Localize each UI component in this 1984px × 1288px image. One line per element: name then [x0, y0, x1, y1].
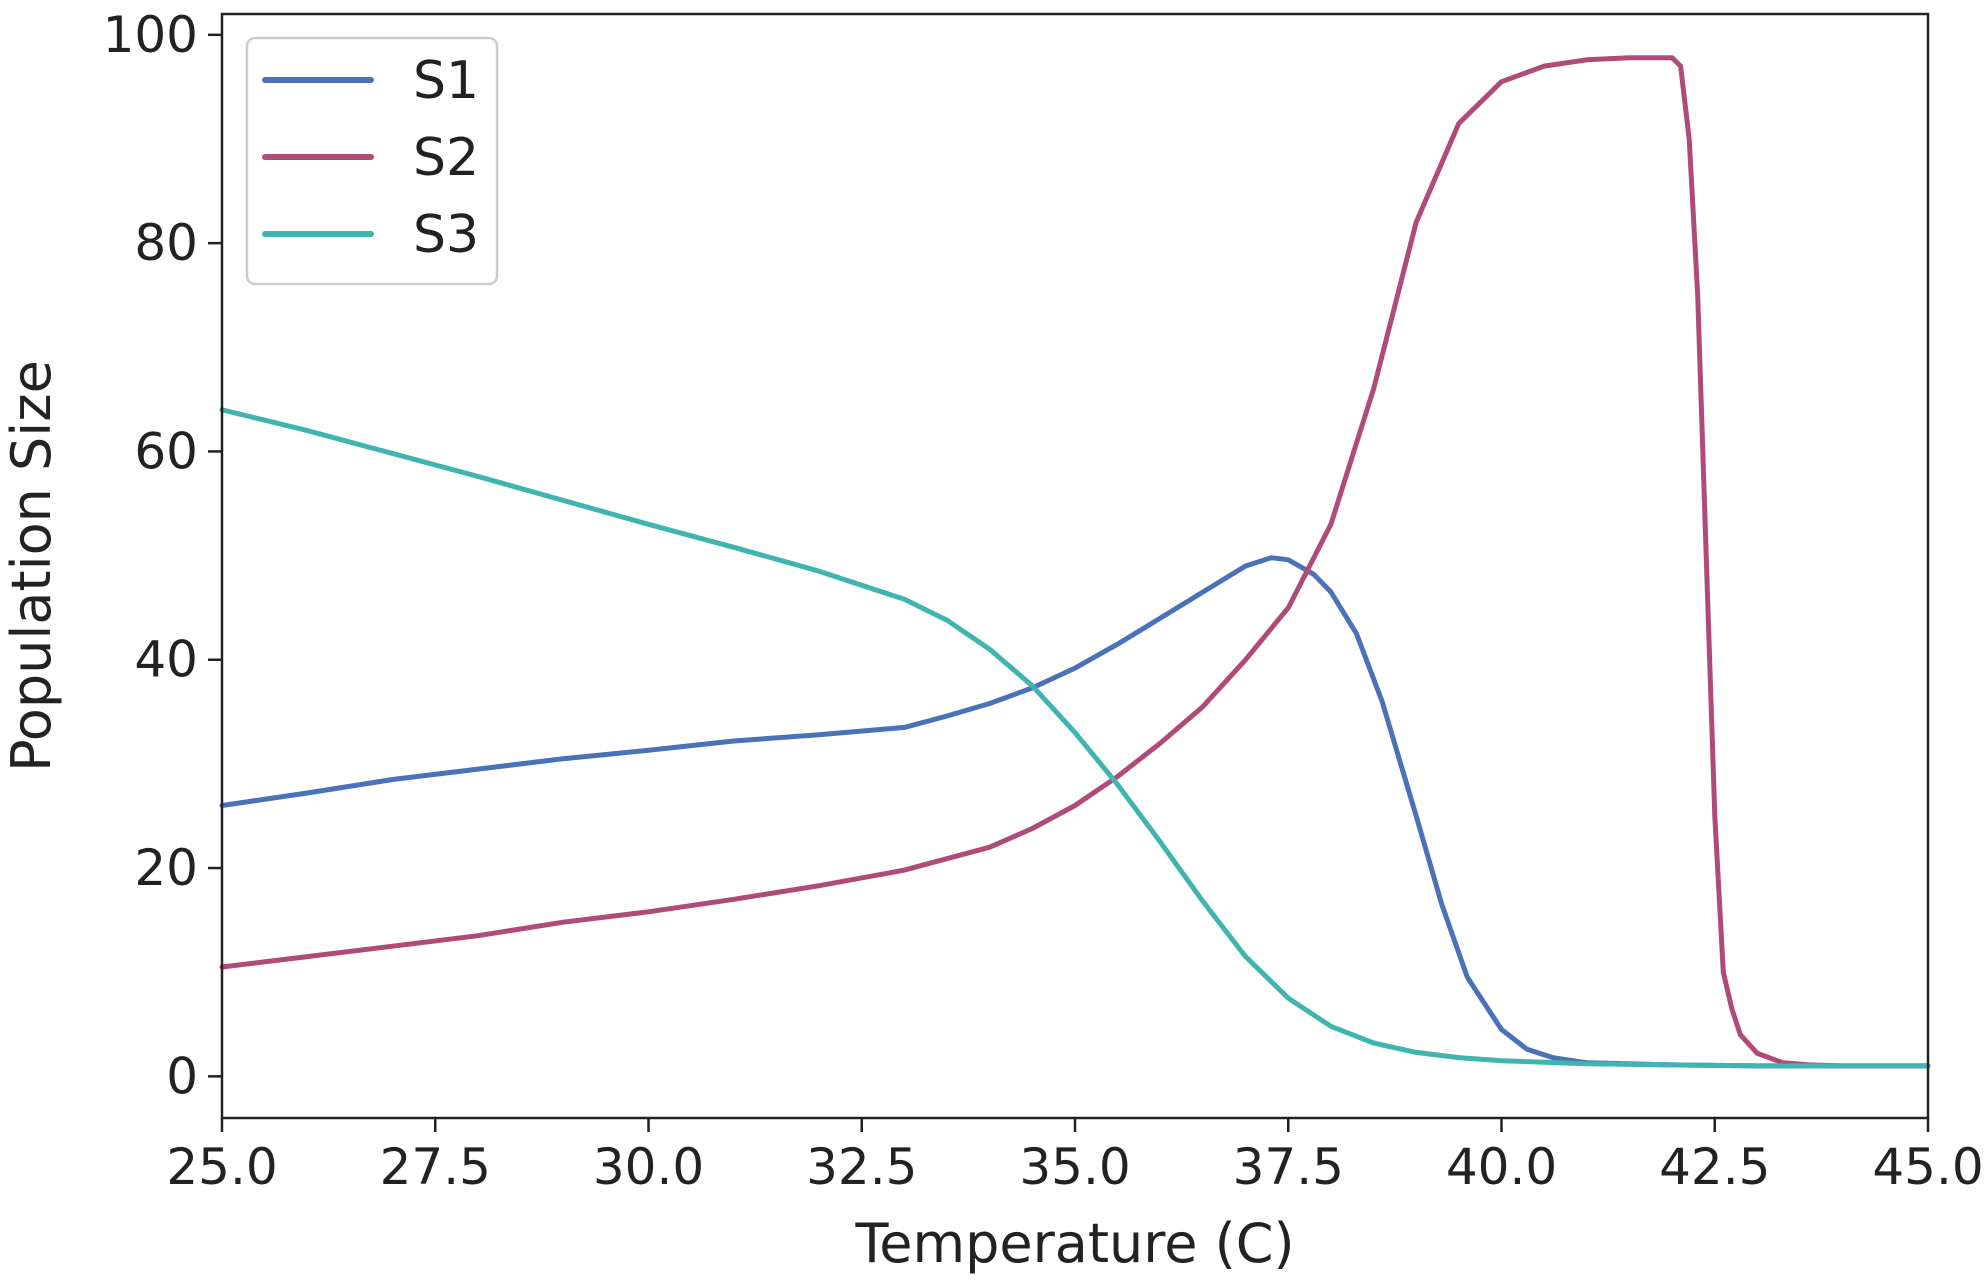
legend-label-s2: S2: [413, 128, 479, 188]
x-tick-label: 25.0: [166, 1138, 277, 1196]
y-tick-label: 100: [103, 6, 198, 64]
x-tick-label: 45.0: [1872, 1138, 1983, 1196]
y-tick-label: 20: [134, 839, 198, 897]
legend-label-s1: S1: [413, 51, 479, 111]
ticks-layer: 25.0 27.5 30.0 32.5 35.0 37.5 40.0 42.5 45.0 0 20 4…: [103, 6, 1984, 1196]
x-tick-label: 42.5: [1659, 1138, 1770, 1196]
series-line-s1: [219, 555, 1931, 1069]
x-tick-label: 35.0: [1019, 1138, 1130, 1196]
y-tick-label: 40: [134, 631, 198, 689]
x-tick-label: 40.0: [1446, 1138, 1557, 1196]
x-tick-label: 27.5: [380, 1138, 491, 1196]
y-tick-label: 80: [134, 214, 198, 272]
legend: S1 S2 S3: [245, 36, 499, 286]
x-tick-label: 37.5: [1233, 1138, 1344, 1196]
legend-box: [245, 36, 499, 286]
y-axis-title: Population Size: [0, 360, 63, 772]
x-tick-label: 32.5: [806, 1138, 917, 1196]
x-tick-label: 30.0: [593, 1138, 704, 1196]
y-tick-label: 60: [134, 422, 198, 480]
series-line-s3: [219, 407, 1931, 1069]
legend-label-s3: S3: [413, 205, 479, 265]
x-axis-title: Temperature (C): [854, 1212, 1294, 1275]
series-layer: [219, 55, 1931, 1069]
series-line-s2: [219, 55, 1931, 1069]
y-tick-label: 0: [166, 1047, 198, 1105]
